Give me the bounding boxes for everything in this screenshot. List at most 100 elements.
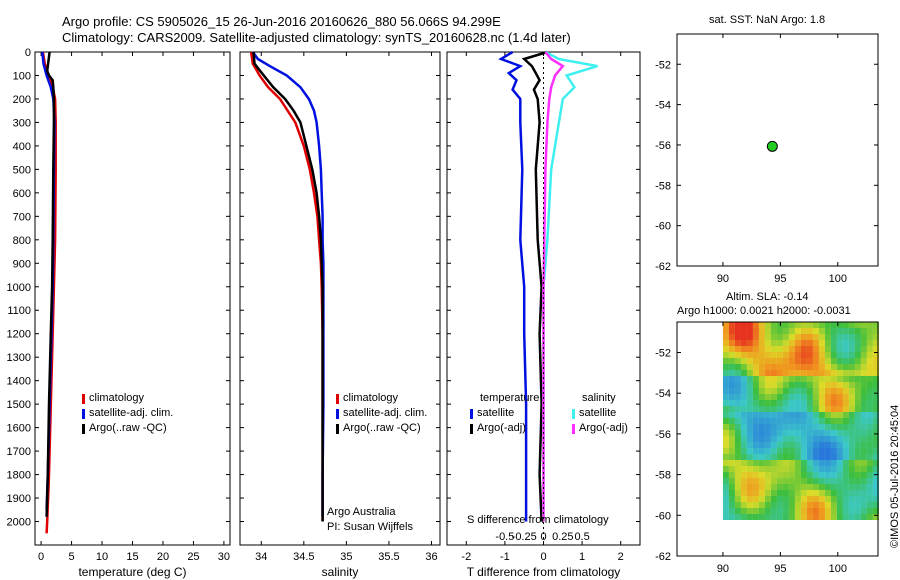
sla-cell — [740, 346, 747, 352]
sla-cell — [812, 496, 819, 502]
sla-cell — [854, 418, 861, 424]
sla-cell — [794, 460, 801, 466]
x-tick-label: 10 — [96, 551, 108, 563]
sla-cell — [746, 388, 753, 394]
sla-cell — [860, 406, 867, 412]
sla-cell — [818, 424, 825, 430]
sla-cell — [842, 400, 849, 406]
sla-cell — [860, 466, 867, 472]
sla-cell — [740, 484, 747, 490]
sla-cell — [824, 496, 831, 502]
sla-cell — [800, 424, 807, 430]
sla-cell — [824, 400, 831, 406]
sla-cell — [824, 382, 831, 388]
difference-legend-temperature: temperature satellite Argo(-adj) — [470, 391, 539, 436]
sla-cell — [746, 346, 753, 352]
sla-cell — [722, 460, 729, 466]
sla-cell — [800, 472, 807, 478]
legend-label: satellite-adj. clim. — [89, 407, 174, 419]
credit-line-2: PI: Susan Wijffels — [327, 521, 413, 533]
sst_map-frame — [676, 33, 879, 267]
sla-cell — [770, 346, 777, 352]
sla-cell — [860, 484, 867, 490]
sla-cell — [788, 364, 795, 370]
sla-cell — [722, 484, 729, 490]
sla-cell — [854, 514, 861, 520]
sla-cell — [806, 328, 813, 334]
legend-label: climatology — [343, 392, 399, 404]
sla-cell — [788, 496, 795, 502]
sla-cell — [848, 322, 855, 328]
sla-cell — [836, 484, 843, 490]
y-tick-label: 1700 — [7, 446, 31, 458]
sla-cell — [854, 394, 861, 400]
sla-cell — [800, 514, 807, 520]
sla-cell — [806, 496, 813, 502]
sla-cell — [842, 376, 849, 382]
x-tick-label: 35 — [340, 551, 352, 563]
sla-cell — [728, 412, 735, 418]
sst-map-title: sat. SST: NaN Argo: 1.8 — [709, 14, 826, 26]
sla-cell — [746, 496, 753, 502]
sla-cell — [830, 400, 837, 406]
sla-cell — [842, 454, 849, 460]
sla-cell — [764, 334, 771, 340]
legend-label: climatology — [89, 392, 145, 404]
sla-cell — [866, 490, 873, 496]
sla-cell — [872, 484, 879, 490]
legend-swatch — [82, 393, 85, 404]
sla-cell — [800, 364, 807, 370]
x-tick-label: 34 — [255, 551, 267, 563]
sla-cell — [860, 352, 867, 358]
sla-cell — [752, 490, 759, 496]
y-tick-label: 1300 — [7, 352, 31, 364]
sla-cell — [818, 496, 825, 502]
sla-cell — [770, 340, 777, 346]
sla-cell — [866, 400, 873, 406]
sla-cell — [806, 454, 813, 460]
sla-cell — [800, 454, 807, 460]
sla-cell — [824, 460, 831, 466]
sla-cell — [848, 448, 855, 454]
sla-cell — [770, 358, 777, 364]
series-line — [521, 50, 548, 522]
sla-cell — [836, 376, 843, 382]
sla-cell — [776, 406, 783, 412]
sla-cell — [836, 388, 843, 394]
sla-cell — [848, 484, 855, 490]
sla-cell — [764, 346, 771, 352]
sla-cell — [776, 352, 783, 358]
sla-cell — [740, 454, 747, 460]
sla-cell — [866, 442, 873, 448]
sla-cell — [752, 514, 759, 520]
sla-cell — [758, 328, 765, 334]
sla-cell — [788, 466, 795, 472]
sla-cell — [806, 418, 813, 424]
sla-cell — [830, 394, 837, 400]
sla-cell — [824, 370, 831, 376]
sla-cell — [734, 442, 741, 448]
sla-cell — [758, 400, 765, 406]
sla-cell — [782, 370, 789, 376]
sla-cell — [842, 424, 849, 430]
sla-cell — [758, 340, 765, 346]
sla-cell — [812, 412, 819, 418]
sla-cell — [794, 322, 801, 328]
sla-cell — [860, 448, 867, 454]
sla-cell — [794, 490, 801, 496]
sla-cell — [752, 424, 759, 430]
sla-cell — [752, 328, 759, 334]
sla-cell — [872, 346, 879, 352]
sla-cell — [734, 478, 741, 484]
sla-cell — [776, 460, 783, 466]
sla-cell — [770, 388, 777, 394]
sla-cell — [770, 382, 777, 388]
sla-cell — [734, 376, 741, 382]
sla-cell — [866, 376, 873, 382]
sla-cell — [836, 382, 843, 388]
credit-line-1: Argo Australia — [327, 506, 396, 518]
sla-cell — [812, 418, 819, 424]
sla-cell — [746, 472, 753, 478]
sla-cell — [830, 490, 837, 496]
legend-item-argo: Argo(-adj) — [572, 421, 628, 436]
